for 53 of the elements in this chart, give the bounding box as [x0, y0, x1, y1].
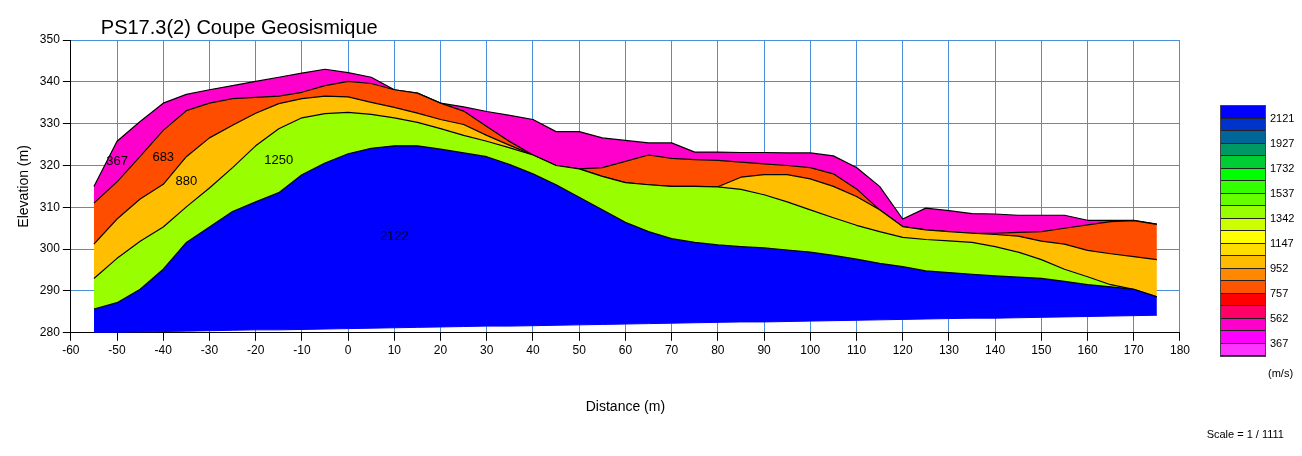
x-tick-label: 100	[800, 343, 821, 358]
color-bar-label: 562	[1270, 310, 1289, 325]
color-bar-label: 1927	[1270, 135, 1295, 150]
color-bar-label: 1732	[1270, 160, 1295, 175]
x-tick-label: 30	[480, 343, 494, 358]
x-tick-label: -50	[108, 343, 127, 358]
y-tick-label: 310	[39, 199, 61, 214]
color-bar-label: 2121	[1270, 110, 1295, 125]
color-bar-label: 1147	[1270, 235, 1294, 250]
color-bar-label: 367	[1270, 335, 1289, 350]
series-label: 2122	[379, 228, 409, 244]
series-label: 1250	[264, 152, 294, 168]
x-tick-label: 40	[526, 343, 540, 358]
x-tick-label: 50	[572, 343, 587, 358]
color-bar-label: 757	[1270, 285, 1289, 300]
x-tick-label: 0	[344, 343, 352, 358]
x-tick-label: -40	[154, 343, 173, 358]
color-bar-label: 952	[1270, 260, 1289, 275]
x-tick-label: -10	[293, 343, 311, 358]
x-tick-label: 60	[618, 343, 633, 358]
x-tick-label: 130	[938, 343, 960, 358]
color-bar-label: 1342	[1270, 210, 1295, 225]
x-tick-label: -20	[247, 343, 265, 358]
text: Scale = 1 / 1111	[1206, 428, 1284, 440]
y-tick-label: 350	[39, 32, 61, 47]
x-tick-label: 150	[1031, 343, 1052, 358]
y-tick-label: 300	[39, 241, 61, 256]
x-tick-label: 170	[1123, 343, 1145, 358]
x-tick-label: 70	[664, 343, 679, 358]
x-tick-label: -30	[200, 343, 219, 358]
x-tick-label: 120	[892, 343, 914, 358]
x-tick-label: 90	[757, 343, 772, 358]
y-tick-label: 290	[39, 283, 61, 298]
x-tick-label: 10	[387, 343, 402, 358]
x-tick-label: 180	[1169, 343, 1191, 358]
x-tick-label: -60	[62, 343, 80, 358]
y-tick-label: 280	[39, 325, 61, 340]
series-label: 880	[175, 173, 198, 189]
x-tick-label: 80	[711, 343, 725, 358]
series-label: 683	[152, 148, 175, 164]
x-tick-label: 160	[1077, 343, 1098, 358]
x-tick-label: 140	[985, 343, 1006, 358]
chart-title: PS17.3(2) Coupe Geosismique	[100, 16, 378, 38]
x-tick-label: 20	[433, 343, 448, 358]
series-label: 367	[106, 153, 128, 169]
x-tick-label: 110	[846, 343, 867, 358]
x-axis-title: Distance (m)	[585, 398, 666, 415]
y-tick-label: 340	[39, 74, 61, 89]
color-bar-label: 1537	[1270, 185, 1295, 200]
y-axis-title: Elevation (m)	[15, 145, 32, 228]
color-bar-title: (m/s)	[1268, 367, 1294, 379]
y-tick-label: 330	[39, 115, 61, 130]
y-tick-label: 320	[39, 157, 61, 172]
